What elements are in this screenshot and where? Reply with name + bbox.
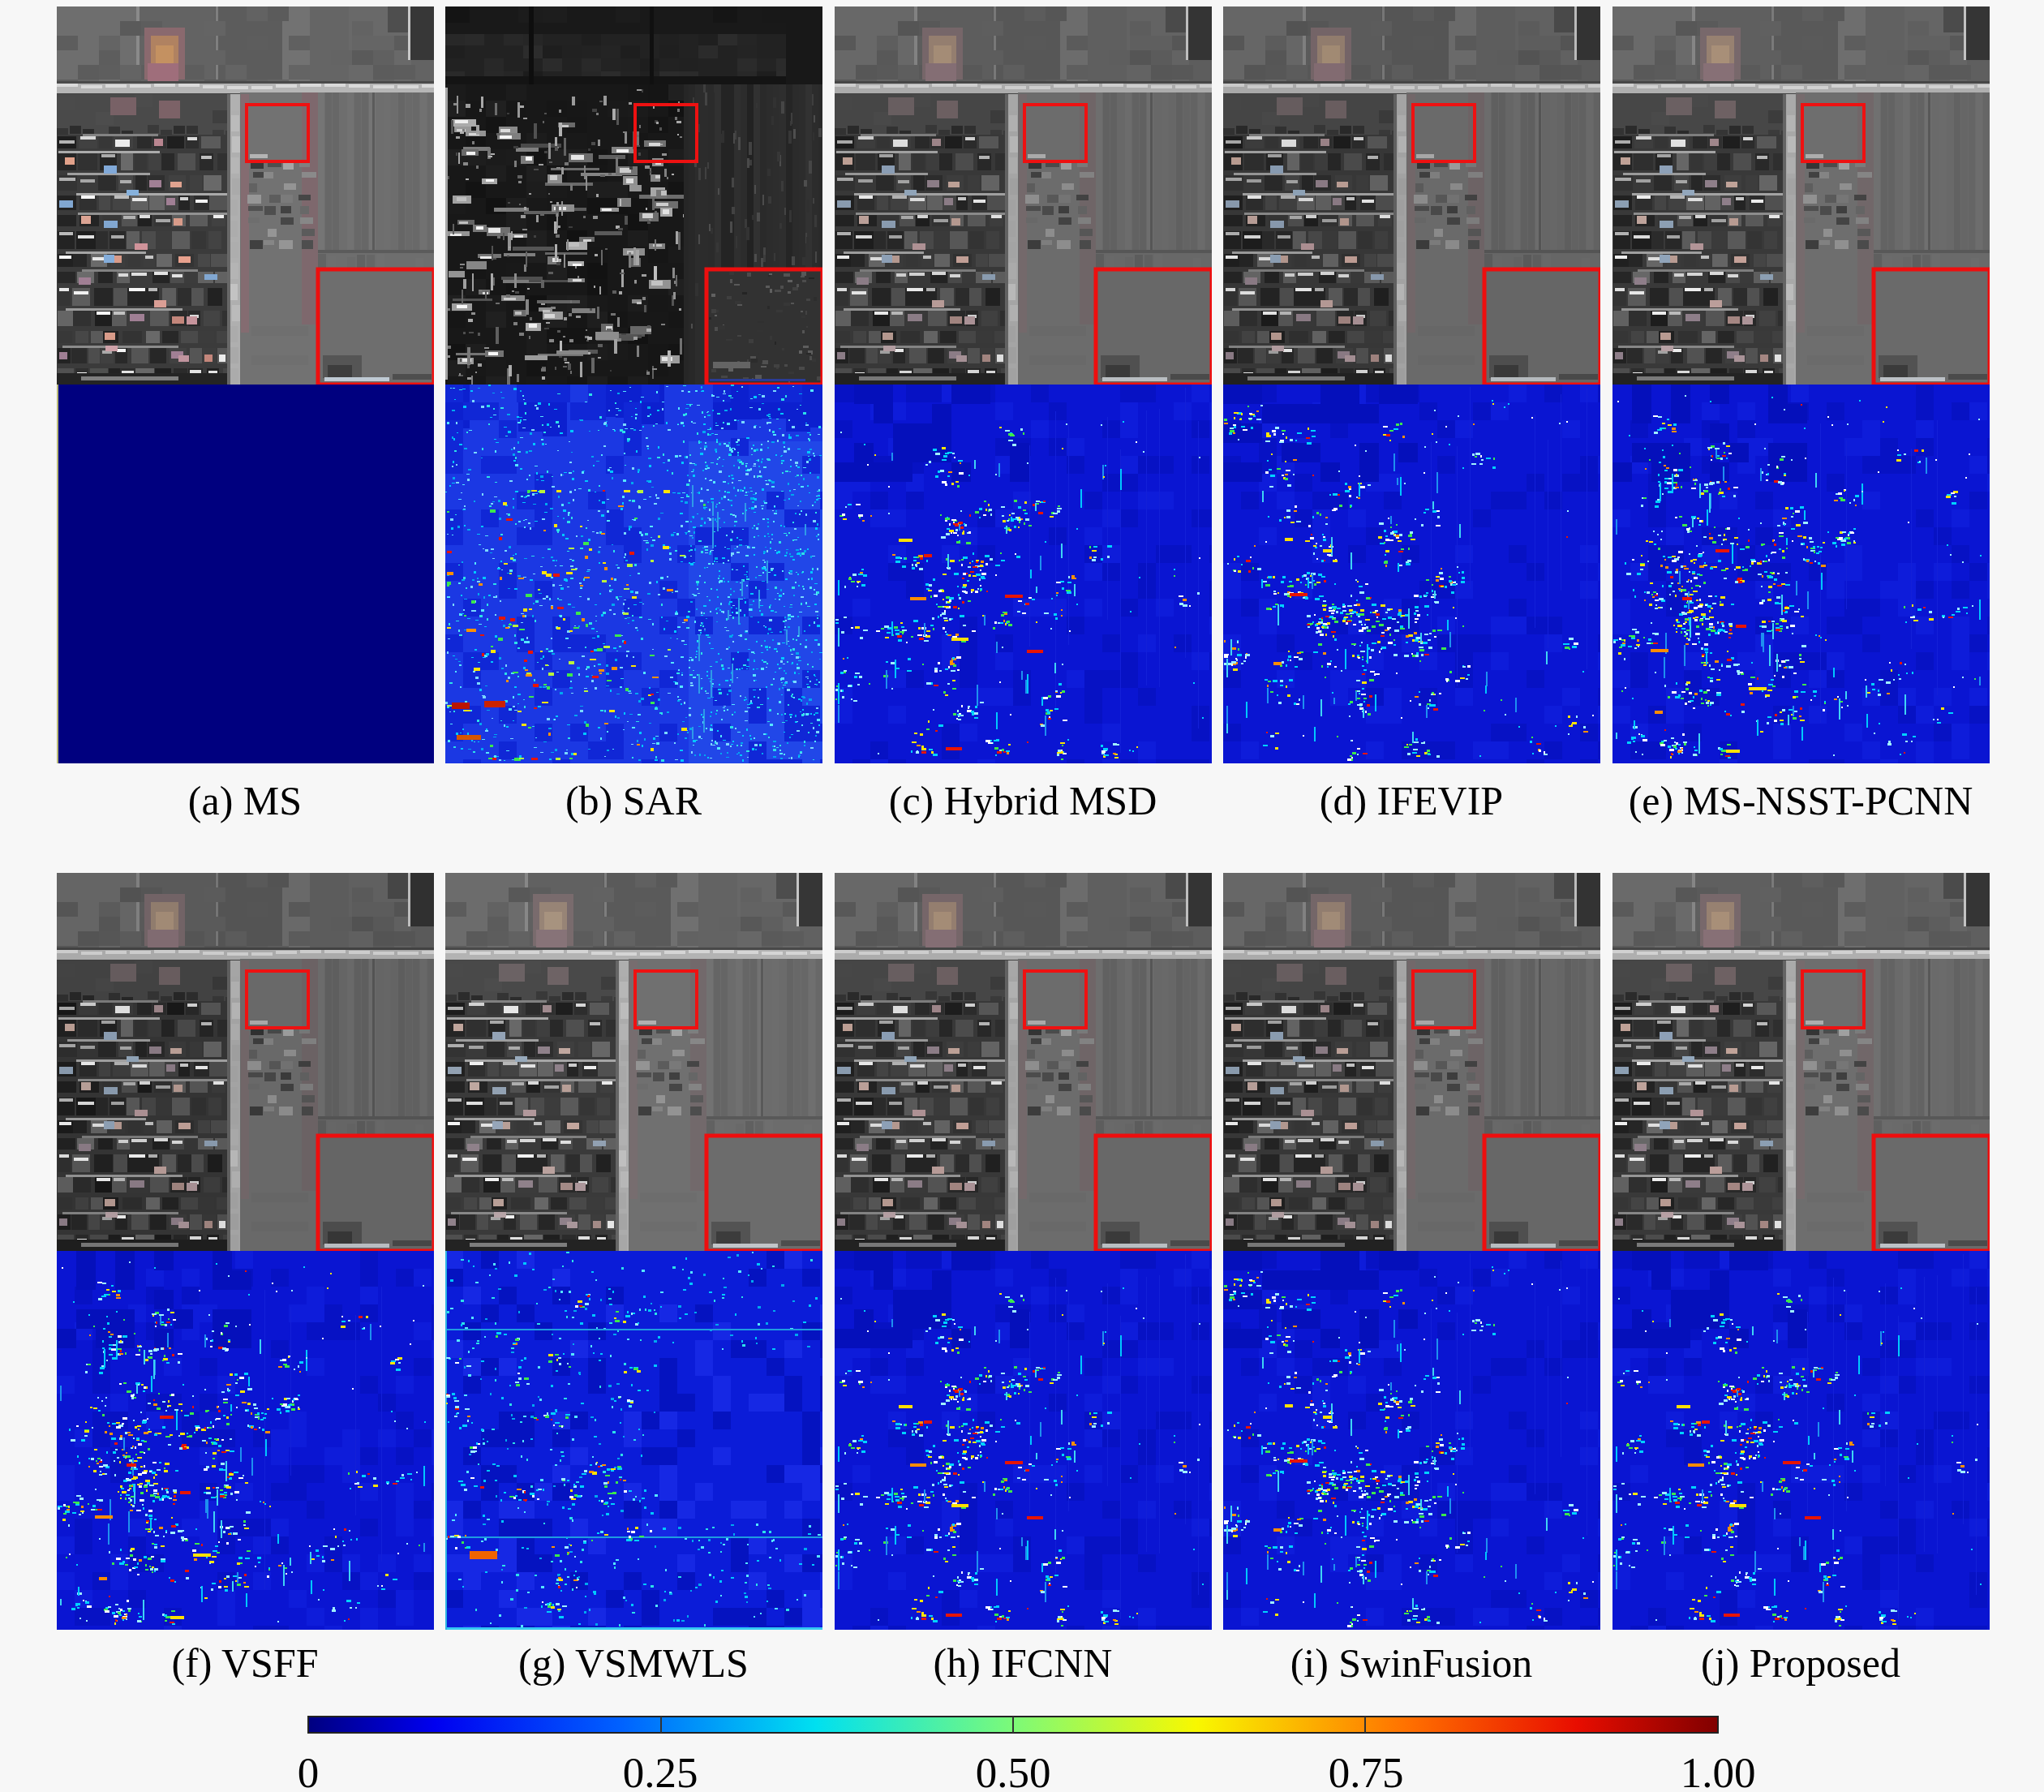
svg-text:0.75: 0.75 — [1329, 1749, 1404, 1792]
svg-text:(b) SAR: (b) SAR — [565, 778, 702, 823]
svg-text:(d) IFEVIP: (d) IFEVIP — [1320, 778, 1503, 823]
svg-text:(c) Hybrid MSD: (c) Hybrid MSD — [889, 778, 1157, 823]
svg-text:(a) MS: (a) MS — [188, 778, 302, 823]
svg-text:(h) IFCNN: (h) IFCNN — [934, 1640, 1113, 1686]
svg-text:1.00: 1.00 — [1681, 1749, 1756, 1792]
svg-text:0.50: 0.50 — [976, 1749, 1051, 1792]
svg-text:(e) MS-NSST-PCNN: (e) MS-NSST-PCNN — [1629, 778, 1973, 823]
svg-text:0.25: 0.25 — [623, 1749, 698, 1792]
svg-text:0: 0 — [298, 1749, 320, 1792]
svg-text:(j) Proposed: (j) Proposed — [1701, 1640, 1900, 1686]
svg-text:(g) VSMWLS: (g) VSMWLS — [518, 1640, 749, 1686]
svg-text:(f) VSFF: (f) VSFF — [171, 1640, 318, 1686]
svg-text:(i) SwinFusion: (i) SwinFusion — [1290, 1640, 1533, 1686]
